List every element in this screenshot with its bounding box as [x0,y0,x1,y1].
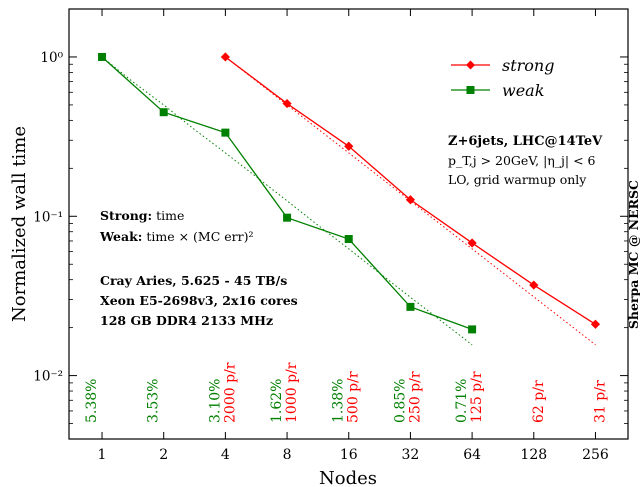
y-tick-label: 10⁻² [33,369,63,385]
x-tick-label: 4 [221,447,230,463]
x-axis-label: Nodes [319,468,377,487]
weak-definition: Weak: time × (MC err)² [99,229,253,244]
strong-definition-key: Strong: [100,208,152,223]
x-tick-label: 1 [98,447,107,463]
x-tick-label: 2 [159,447,168,463]
point-weak [344,235,353,244]
annotation-weak: 5.38% [84,379,100,423]
legend-entry-strong: strong [451,56,554,75]
x-tick-label: 128 [520,447,547,463]
point-strong [529,280,539,290]
point-weak [468,325,477,334]
legend-entry-weak: weak [451,81,544,100]
point-strong [405,195,416,205]
point-weak [221,128,230,137]
annotation-strong: 250 p/r [407,371,423,423]
x-tick-label: 8 [283,447,292,463]
annotation-strong: 62 p/r [531,380,547,423]
annotation-strong: 500 p/r [346,371,362,423]
annotation-strong: 1000 p/r [284,362,300,423]
annotation-weak: 0.85% [392,379,408,423]
point-strong [220,52,230,62]
point-weak [283,213,292,222]
legend-strong-label: strong [502,56,554,75]
x-tick-label: 32 [402,447,420,463]
annotation-weak: 0.71% [454,379,470,423]
legend-weak-label: weak [502,81,544,100]
point-strong [590,319,601,329]
y-tick-label: 10⁻¹ [33,209,63,225]
point-strong [344,141,354,151]
weak-definition-text: time × (MC err)² [142,229,253,244]
hardware-cpu: Xeon E5-2698v3, 2x16 cores [100,293,298,308]
y-axis-label: Normalized wall time [9,126,30,322]
strong-definition-text: time [152,208,184,223]
hardware-network: Cray Aries, 5.625 - 45 TB/s [100,273,287,288]
run-mode: LO, grid warmup only [448,172,587,187]
process-title: Z+6jets, LHC@14TeV [448,134,603,149]
annotation-strong: 2000 p/r [222,362,238,423]
hardware-memory: 128 GB DDR4 2133 MHz [100,313,273,328]
data-series [98,52,601,334]
annotation-weak: 1.38% [331,379,347,423]
x-tick-label: 16 [340,447,358,463]
annotation-weak: 3.53% [146,379,162,423]
legend-weak-marker [466,86,475,94]
legend-strong-marker [466,60,475,70]
axes-ticks: 1 2 4 8 16 32 64 128 256 10⁻² 10⁻¹ 10⁰ [33,9,628,463]
side-label: Sherpa MC @ NERSC [626,180,640,329]
annotation-strong: 125 p/r [469,371,485,423]
x-tick-label: 256 [582,447,609,463]
y-tick-label: 10⁰ [40,50,63,66]
point-weak [98,52,107,61]
point-strong [282,98,292,109]
legend: strong weak [451,56,554,100]
annotation-weak: 3.10% [207,379,223,423]
point-strong [467,238,477,248]
x-tick-label: 64 [463,447,481,463]
strong-definition: Strong: time [100,208,184,223]
weak-definition-key: Weak: [99,229,142,244]
annotation-strong: 31 p/r [592,380,608,423]
cut-description: p_T,j > 20GeV, |η_j| < 6 [448,153,596,168]
point-annotations: 2000 p/r 1000 p/r 500 p/r 250 p/r 125 p/r 62 … [84,362,608,423]
point-weak [159,108,168,117]
point-weak [406,302,415,311]
annotation-weak: 1.62% [269,379,285,423]
